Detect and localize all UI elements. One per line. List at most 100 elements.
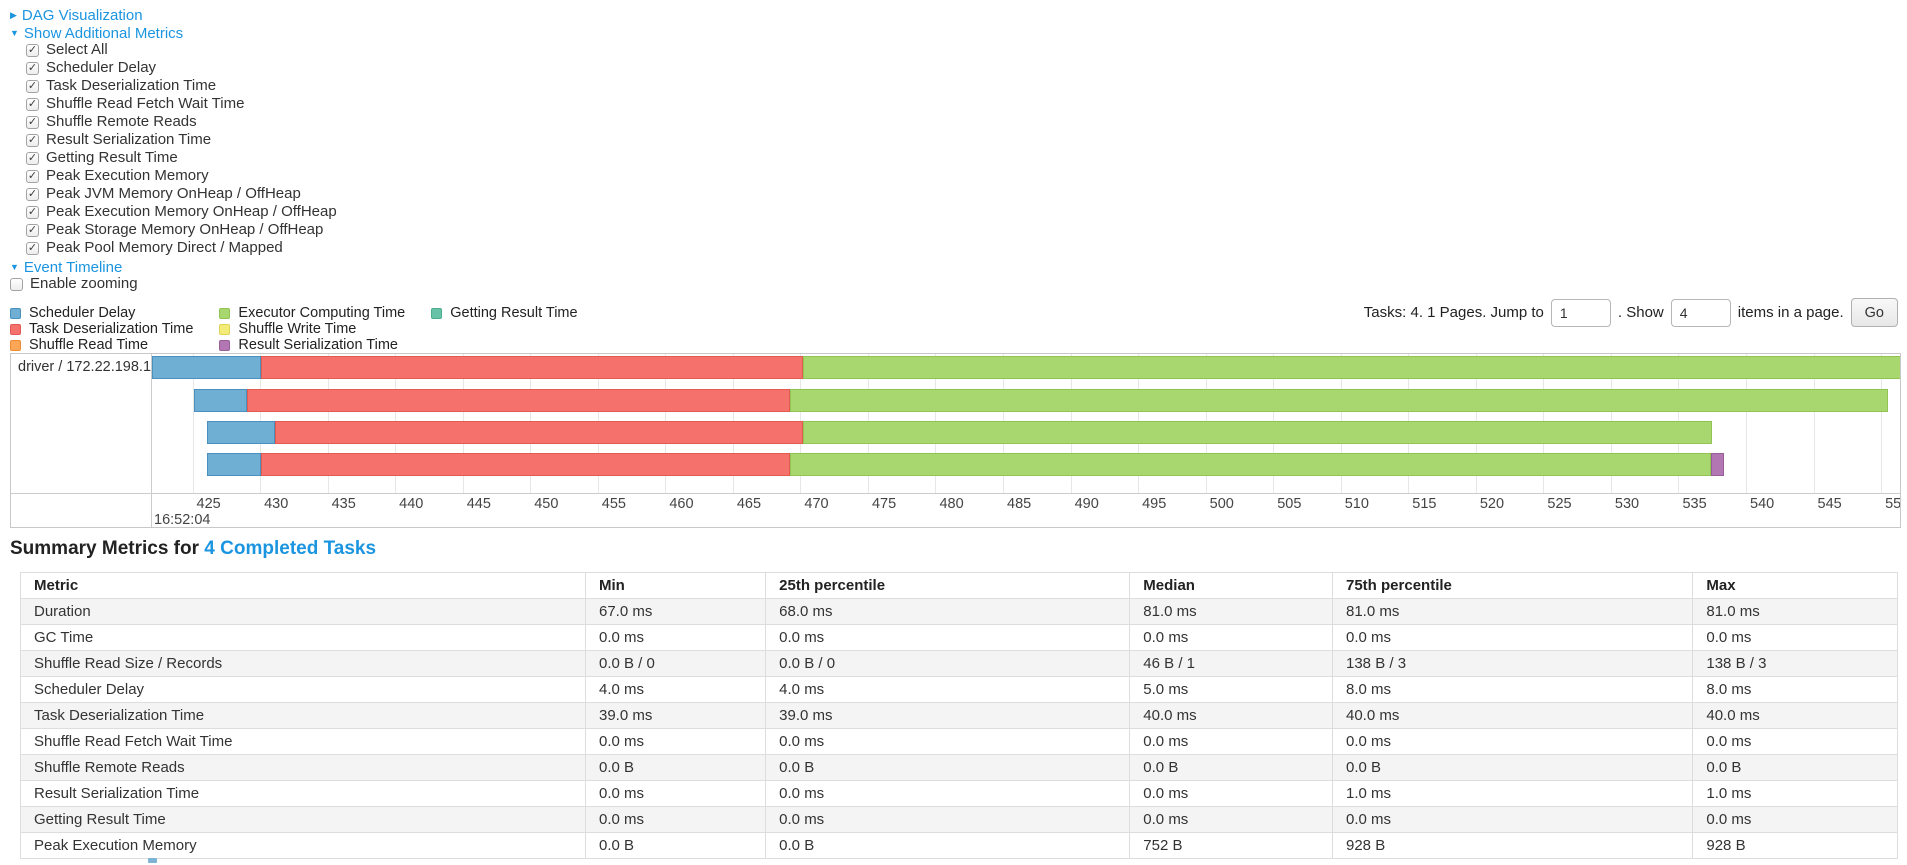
timeline-bar-segment-scheduler-delay[interactable]	[152, 356, 262, 379]
table-cell: 0.0 ms	[1331, 806, 1694, 833]
metric-checkbox-label: Scheduler Delay	[46, 59, 157, 76]
axis-tick-label: 425	[196, 496, 221, 512]
metric-checkbox-item[interactable]: Peak Storage Memory OnHeap / OffHeap	[10, 221, 337, 239]
axis-tick-label: 500	[1209, 496, 1234, 512]
summary-metrics-table: Metric Min 25th percentile Median 75th perce…	[20, 572, 1898, 859]
metric-checkbox[interactable]	[26, 97, 39, 111]
table-cell: 0.0 ms	[584, 780, 767, 807]
table-cell: 46 B / 1	[1129, 650, 1333, 677]
executor-row-label: driver / 172.22.198.104	[18, 359, 151, 375]
table-cell: 81.0 ms	[1331, 598, 1694, 625]
items-per-page-input[interactable]	[1670, 298, 1731, 327]
table-header-cell: 25th percentile	[765, 572, 1131, 599]
timeline-bar-segment-task-deserialization[interactable]	[246, 389, 790, 412]
timeline-bar-segment-task-deserialization[interactable]	[261, 453, 790, 476]
axis-tick-label: 505	[1277, 496, 1302, 512]
metric-checkbox[interactable]	[26, 187, 39, 201]
go-button[interactable]: Go	[1850, 298, 1898, 327]
timeline-bar-segment-result-serialization[interactable]	[1710, 453, 1725, 476]
axis-tick-label: 440	[399, 496, 424, 512]
table-cell: Shuffle Remote Reads	[20, 754, 586, 781]
timeline-bar-segment-scheduler-delay[interactable]	[207, 421, 275, 444]
legend-swatch-icon	[10, 339, 21, 351]
table-row: Getting Result Time 0.0 ms 0.0 ms 0.0 ms 0.0…	[20, 806, 1898, 833]
task-pagination: Tasks: 4. 1 Pages. Jump to . Show items …	[1364, 298, 1898, 327]
axis-tick-label: 465	[736, 496, 762, 512]
metric-checkbox[interactable]	[26, 223, 39, 237]
table-cell: Shuffle Read Size / Records	[20, 650, 586, 677]
legend-column: Executor Computing Time Shuffle Write Tim…	[219, 305, 405, 353]
legend-label: Scheduler Delay	[29, 305, 136, 321]
timeline-bar-segment-executor-computing[interactable]	[803, 421, 1713, 444]
metric-checkbox[interactable]	[26, 61, 39, 75]
completed-tasks-link[interactable]: 4 Completed Tasks	[204, 538, 377, 559]
table-cell: 8.0 ms	[1692, 676, 1898, 703]
enable-zooming-option[interactable]: Enable zooming	[10, 275, 337, 293]
metric-checkbox-item[interactable]: Peak Execution Memory	[10, 167, 337, 185]
table-cell: 0.0 ms	[1331, 728, 1694, 755]
show-additional-metrics-toggle[interactable]: ▼ Show Additional Metrics	[10, 25, 183, 43]
table-cell: 0.0 B / 0	[765, 650, 1131, 677]
metric-checkbox[interactable]	[26, 133, 39, 147]
legend-column: Getting Result Time	[431, 305, 578, 321]
metric-checkbox-item[interactable]: Peak JVM Memory OnHeap / OffHeap	[10, 185, 337, 203]
metric-checkbox[interactable]	[26, 241, 39, 255]
timeline-bar-segment-scheduler-delay[interactable]	[207, 453, 262, 476]
timeline-bar-segment-scheduler-delay[interactable]	[193, 389, 247, 412]
table-header-cell: Median	[1129, 572, 1333, 599]
jump-to-page-input[interactable]	[1550, 298, 1611, 327]
table-cell: Duration	[20, 598, 586, 625]
metric-checkbox[interactable]	[26, 43, 39, 57]
metric-checkbox-label: Shuffle Read Fetch Wait Time	[46, 95, 245, 112]
table-row: Peak Execution Memory 0.0 B 0.0 B 752 B 928 …	[20, 832, 1898, 859]
metric-checkbox-item[interactable]: Select All	[10, 41, 337, 59]
table-cell: 40.0 ms	[1692, 702, 1898, 729]
table-row: Scheduler Delay 4.0 ms 4.0 ms 5.0 ms 8.0 ms 8…	[20, 676, 1898, 703]
axis-tick-label: 545	[1817, 496, 1842, 512]
stage-controls: ▶ DAG Visualization ▼ Show Additional Me…	[10, 5, 337, 293]
axis-tick-label: 480	[939, 496, 964, 512]
next-section-clipped-edge	[148, 858, 157, 863]
table-cell: Task Deserialization Time	[20, 702, 586, 729]
table-cell: 4.0 ms	[765, 676, 1131, 703]
enable-zooming-checkbox[interactable]	[10, 277, 23, 291]
event-timeline-toggle[interactable]: ▼ Event Timeline	[10, 259, 122, 277]
metric-checkbox[interactable]	[26, 169, 39, 183]
collapsed-arrow-icon: ▶	[10, 10, 17, 20]
table-header-cell: Max	[1692, 572, 1898, 599]
timeline-bar-segment-executor-computing[interactable]	[803, 356, 1900, 379]
axis-tick-label: 525	[1547, 496, 1572, 512]
table-cell: 0.0 ms	[765, 624, 1131, 651]
table-row: Shuffle Read Size / Records 0.0 B / 0 0.0 …	[20, 650, 1898, 677]
axis-time-label: 16:52:04	[154, 512, 211, 527]
metric-checkbox-item[interactable]: Task Deserialization Time	[10, 77, 337, 95]
metric-checkbox[interactable]	[26, 151, 39, 165]
gridline	[192, 354, 194, 493]
dag-visualization-toggle[interactable]: ▶ DAG Visualization	[10, 7, 143, 25]
axis-tick-label: 495	[1142, 496, 1167, 512]
metric-checkbox[interactable]	[26, 115, 39, 129]
metric-checkbox[interactable]	[26, 205, 39, 219]
timeline-bar-segment-task-deserialization[interactable]	[274, 421, 804, 444]
table-cell: 0.0 B	[1129, 754, 1333, 781]
metric-checkbox-item[interactable]: Getting Result Time	[10, 149, 337, 167]
metric-checkbox-item[interactable]: Peak Pool Memory Direct / Mapped	[10, 239, 337, 257]
table-cell: 0.0 ms	[1692, 806, 1898, 833]
metric-checkbox-label: Task Deserialization Time	[46, 77, 217, 94]
metric-checkbox-item[interactable]: Peak Execution Memory OnHeap / OffHeap	[10, 203, 337, 221]
table-cell: 0.0 ms	[1331, 624, 1694, 651]
table-cell: 1.0 ms	[1692, 780, 1898, 807]
metric-checkbox-item[interactable]: Shuffle Remote Reads	[10, 113, 337, 131]
axis-tick-label: 445	[466, 496, 491, 512]
metric-checkbox[interactable]	[26, 79, 39, 93]
metric-checkbox-item[interactable]: Shuffle Read Fetch Wait Time	[10, 95, 337, 113]
timeline-bar-segment-executor-computing[interactable]	[789, 389, 1888, 412]
metric-checkbox-item[interactable]: Result Serialization Time	[10, 131, 337, 149]
timeline-bar-segment-task-deserialization[interactable]	[261, 356, 804, 379]
table-cell: 0.0 ms	[1129, 780, 1333, 807]
metric-checkbox-item[interactable]: Scheduler Delay	[10, 59, 337, 77]
legend-swatch-icon	[10, 323, 21, 335]
timeline-bar-segment-executor-computing[interactable]	[789, 453, 1711, 476]
metric-checkbox-label: Peak Pool Memory Direct / Mapped	[46, 239, 283, 256]
